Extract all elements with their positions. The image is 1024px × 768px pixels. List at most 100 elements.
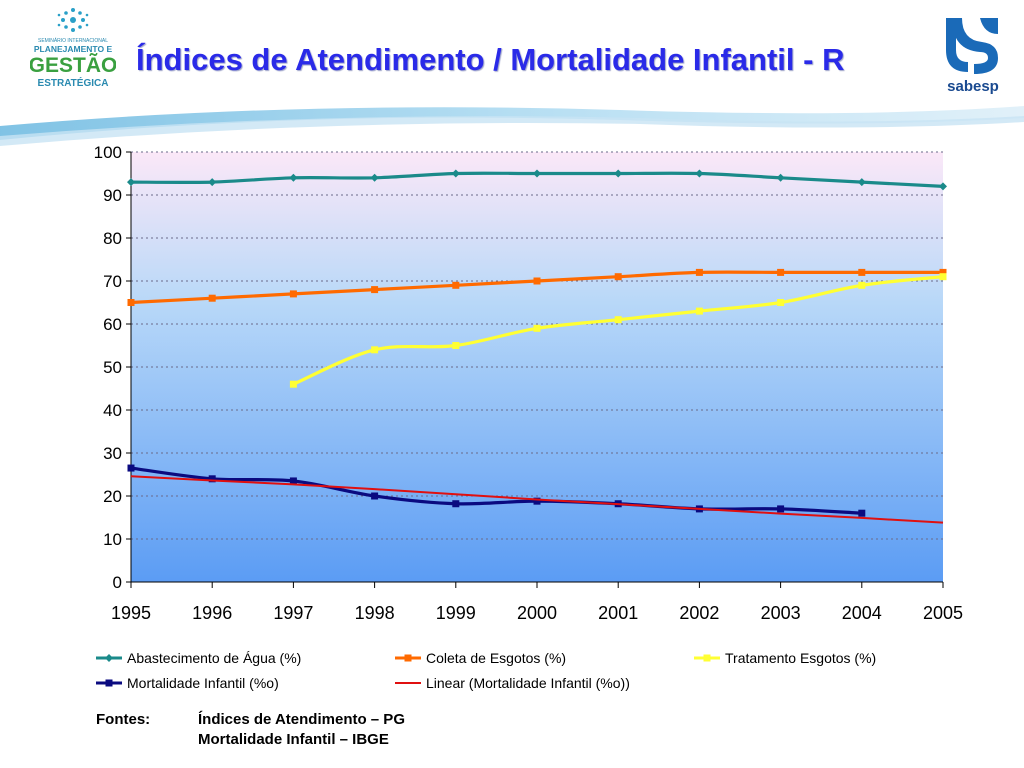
series-layer xyxy=(127,169,947,524)
data-point xyxy=(533,324,541,332)
legend-label: Tratamento Esgotos (%) xyxy=(725,650,876,666)
legend-label: Abastecimento de Água (%) xyxy=(127,650,301,666)
x-tick-labels: 1995 1996 1997 1998 1999 2000 2001 2002 2003 2004… xyxy=(111,603,963,623)
sabesp-logo: sabesp xyxy=(946,18,999,95)
legend-item: Coleta de Esgotos (%) xyxy=(395,650,566,666)
series-line xyxy=(130,475,944,524)
header-swoosh xyxy=(0,106,1024,146)
data-point xyxy=(127,464,135,472)
logo-line2: PLANEJAMENTO E xyxy=(34,44,113,54)
page-title: Índices de Atendimento / Mortalidade Inf… xyxy=(136,42,845,77)
y-tick-label: 80 xyxy=(103,229,122,248)
legend-marker xyxy=(105,654,113,662)
data-point xyxy=(371,346,379,354)
x-tick-label: 1997 xyxy=(273,603,313,623)
x-tick-label: 1999 xyxy=(436,603,476,623)
x-tick-label: 2001 xyxy=(598,603,638,623)
series-linear-mortalidade-infantil-o xyxy=(130,475,944,524)
y-tick-label: 0 xyxy=(113,573,122,592)
data-point xyxy=(939,273,947,281)
logo-burst-icon xyxy=(57,8,89,32)
series-tratamento-esgotos xyxy=(289,273,947,388)
series-line xyxy=(130,466,862,515)
data-point xyxy=(533,169,541,178)
data-point xyxy=(208,475,216,483)
x-tick-label: 2000 xyxy=(517,603,557,623)
data-point xyxy=(371,286,379,294)
series-abastecimento-de-agua xyxy=(127,169,947,191)
data-point xyxy=(289,290,297,298)
data-point xyxy=(289,477,297,485)
x-tick-label: 1996 xyxy=(192,603,232,623)
data-point xyxy=(452,342,460,349)
legend-item: Mortalidade Infantil (%o) xyxy=(96,675,279,691)
data-point xyxy=(776,173,785,182)
data-point xyxy=(695,307,703,315)
sabesp-mark-icon xyxy=(946,18,998,74)
x-tick-label: 2005 xyxy=(923,603,963,623)
logo-line1: SEMINÁRIO INTERNACIONAL xyxy=(38,37,108,44)
data-point xyxy=(858,281,866,289)
series-coleta-de-esgotos xyxy=(127,268,947,306)
x-tick-label: 2004 xyxy=(842,603,882,623)
data-point xyxy=(451,169,460,178)
sources-label: Fontes: xyxy=(96,711,151,728)
data-point xyxy=(614,316,622,324)
legend-marker xyxy=(105,679,113,687)
data-point xyxy=(452,500,460,508)
data-point xyxy=(695,268,703,276)
data-point xyxy=(939,268,947,276)
y-tick-label: 60 xyxy=(103,315,122,334)
data-point xyxy=(289,173,298,182)
x-tick-label: 1995 xyxy=(111,603,151,623)
x-tick-label: 2003 xyxy=(761,603,801,623)
legend-marker xyxy=(703,654,711,662)
x-tick-label: 2002 xyxy=(679,603,719,623)
data-point xyxy=(289,380,297,388)
data-point xyxy=(614,273,622,281)
data-point xyxy=(695,169,704,178)
y-tick-label: 10 xyxy=(103,530,122,549)
y-tick-label: 20 xyxy=(103,487,122,506)
data-point xyxy=(857,178,866,187)
axes xyxy=(126,151,944,588)
logo-line4: ESTRATÉGICA xyxy=(38,76,109,89)
legend-label: Coleta de Esgotos (%) xyxy=(426,650,566,666)
legend-label: Mortalidade Infantil (%o) xyxy=(127,675,279,691)
source-item: Índices de Atendimento – PG xyxy=(198,711,405,728)
data-point xyxy=(858,509,866,517)
y-tick-label: 50 xyxy=(103,358,122,377)
data-point xyxy=(452,281,460,289)
data-point xyxy=(614,169,623,178)
data-point xyxy=(777,268,785,276)
legend-marker xyxy=(404,654,412,662)
data-point xyxy=(939,182,947,191)
data-point xyxy=(533,277,541,285)
data-point xyxy=(127,178,135,187)
legend-item: Linear (Mortalidade Infantil (%o)) xyxy=(395,675,630,691)
data-point xyxy=(533,497,541,505)
legend-label: Linear (Mortalidade Infantil (%o)) xyxy=(426,675,630,691)
sabesp-wordmark: sabesp xyxy=(947,78,999,95)
data-point xyxy=(208,178,217,187)
y-tick-label: 90 xyxy=(103,186,122,205)
data-point xyxy=(858,268,866,276)
legend: Abastecimento de Água (%) Coleta de Esgot… xyxy=(96,650,876,691)
y-tick-label: 30 xyxy=(103,444,122,463)
data-point xyxy=(370,173,379,182)
data-point xyxy=(208,294,216,302)
gridlines xyxy=(131,151,943,540)
y-tick-labels: 0 10 20 30 40 50 60 70 80 90 100 xyxy=(94,143,122,592)
y-tick-label: 100 xyxy=(94,143,122,162)
logo-line3: GESTÃO xyxy=(30,54,116,77)
y-tick-label: 70 xyxy=(103,272,122,291)
legend-item: Tratamento Esgotos (%) xyxy=(694,650,876,666)
gestao-estrategica-logo: SEMINÁRIO INTERNACIONAL PLANEJAMENTO E G… xyxy=(30,8,116,89)
y-tick-label: 40 xyxy=(103,401,122,420)
data-point xyxy=(777,505,785,513)
data-point xyxy=(127,299,135,306)
data-point xyxy=(371,492,379,500)
data-point xyxy=(777,299,785,306)
source-item: Mortalidade Infantil – IBGE xyxy=(198,731,389,748)
